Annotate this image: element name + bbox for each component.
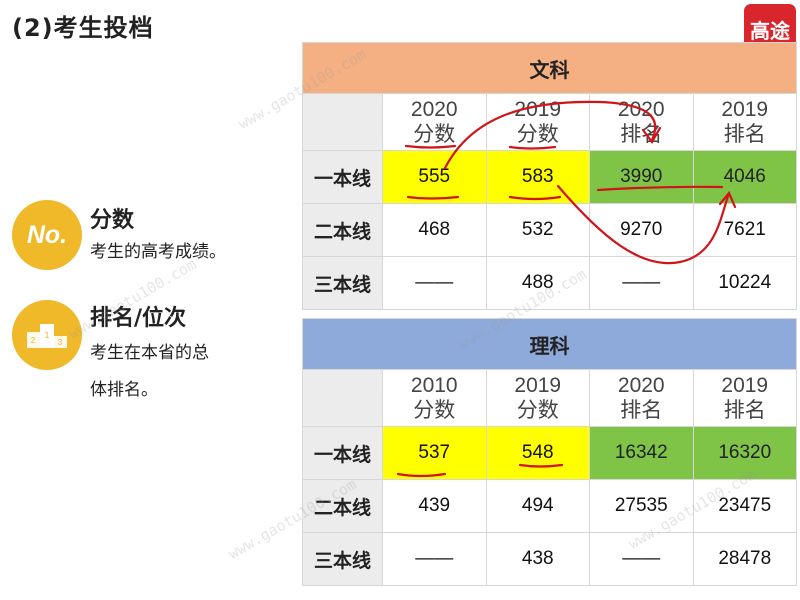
legend-desc-line: 体排名。: [90, 380, 158, 400]
table-row: 三本线 —— 438 —— 28478: [302, 532, 797, 586]
logo-text: 高途: [750, 18, 790, 43]
column-header: 2020 分数: [382, 93, 487, 151]
table-cell: 23475: [692, 479, 797, 533]
table-cell: 555: [382, 150, 487, 204]
legend-heading: 分数: [90, 208, 135, 233]
page-title: (2)考生投档: [12, 14, 154, 42]
svg-text:3: 3: [58, 338, 63, 347]
row-label: 二本线: [302, 479, 383, 533]
table-cell: 438: [485, 532, 590, 586]
column-header: 2019 分数: [485, 93, 590, 151]
column-header: 2020 排名: [589, 93, 694, 151]
legend-score: No. 分数 考生的高考成绩。: [12, 200, 226, 270]
table-cell: 16320: [692, 426, 797, 480]
table-cell: 4046: [692, 150, 797, 204]
table-corner: [302, 369, 383, 427]
podium-svg: 1 2 3: [27, 324, 67, 348]
column-header: 2019 排名: [692, 369, 797, 427]
table-cell: 494: [485, 479, 590, 533]
table-cell: ——: [382, 532, 487, 586]
table-cell: ——: [382, 256, 487, 310]
table-cell: 532: [485, 203, 590, 257]
column-header: 2020 排名: [589, 369, 694, 427]
table-row: 二本线 439 494 27535 23475: [302, 479, 797, 533]
column-header: 2010 分数: [382, 369, 487, 427]
table-cell: 16342: [589, 426, 694, 480]
legend-heading: 排名/位次: [90, 306, 187, 331]
svg-text:1: 1: [44, 330, 49, 340]
table-cell: 27535: [589, 479, 694, 533]
row-label: 一本线: [302, 426, 383, 480]
table-cell: 488: [485, 256, 590, 310]
row-label: 一本线: [302, 150, 383, 204]
like-header: 理科: [302, 318, 797, 370]
table-cell: 28478: [692, 532, 797, 586]
row-label: 三本线: [302, 532, 383, 586]
table-cell: 9270: [589, 203, 694, 257]
row-label: 二本线: [302, 203, 383, 257]
table-cell: 537: [382, 426, 487, 480]
row-label: 三本线: [302, 256, 383, 310]
table-row: 二本线 468 532 9270 7621: [302, 203, 797, 257]
legend-desc-line: 考生的高考成绩。: [90, 242, 226, 262]
column-header: 2019 排名: [692, 93, 797, 151]
table-cell: 439: [382, 479, 487, 533]
legend-rank: 1 2 3 排名/位次 考生在本省的总 体排名。: [12, 300, 209, 400]
table-cell: ——: [589, 256, 694, 310]
table-cell: 468: [382, 203, 487, 257]
wenke-header: 文科: [302, 42, 797, 94]
table-cell: 583: [485, 150, 590, 204]
table-row: 一本线 555 583 3990 4046: [302, 150, 797, 204]
badge-text: No.: [26, 220, 68, 249]
table-row: 一本线 537 548 16342 16320: [302, 426, 797, 480]
table-row: 三本线 —— 488 —— 10224: [302, 256, 797, 310]
table-cell: 548: [485, 426, 590, 480]
column-header: 2019 分数: [485, 369, 590, 427]
svg-text:2: 2: [31, 336, 36, 345]
table-cell: 3990: [589, 150, 694, 204]
wenke-table: 文科 2020 分数 2019 分数 2020 排名 2019 排名 一本线 555 5…: [302, 42, 797, 310]
like-table-panel: 理科 2010 分数 2019 分数 2020 排名 2019 排名 一本线 537 5…: [302, 318, 797, 586]
table-cell: 10224: [692, 256, 797, 310]
table-cell: ——: [589, 532, 694, 586]
table-cell: 7621: [692, 203, 797, 257]
like-table: 理科 2010 分数 2019 分数 2020 排名 2019 排名 一本线 537 5…: [302, 318, 797, 586]
legend-desc-line: 考生在本省的总: [90, 343, 209, 363]
podium-icon: 1 2 3: [12, 300, 82, 370]
number-badge-icon: No.: [12, 200, 82, 270]
table-corner: [302, 93, 383, 151]
wenke-table-panel: 文科 2020 分数 2019 分数 2020 排名 2019 排名 一本线 555 5…: [302, 42, 797, 310]
